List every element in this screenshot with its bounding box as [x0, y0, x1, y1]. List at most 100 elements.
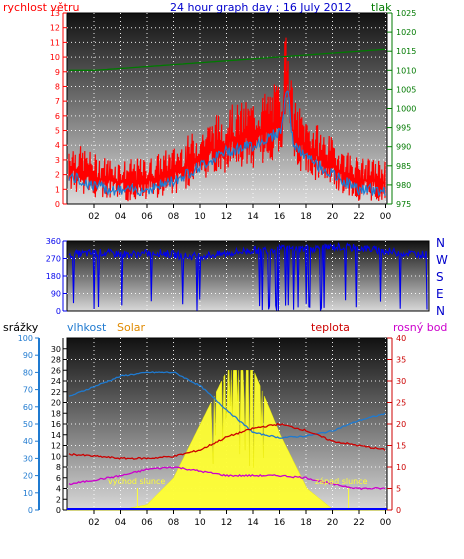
solar-tick-label: 26 [51, 366, 61, 375]
x-tick-label: 10 [194, 518, 206, 528]
compass-label: N [436, 304, 445, 318]
rain-tick-label: 40 [23, 437, 33, 446]
x-tick-label: 04 [115, 212, 127, 222]
y-tick-label: 3 [55, 156, 60, 165]
y-tick-label: 180 [46, 272, 61, 281]
temp-tick-label: 0 [396, 506, 401, 515]
dewpoint-label: rosný bod [393, 321, 447, 334]
y2-tick-label: 1000 [396, 105, 416, 114]
solar-tick-label: 8 [56, 463, 61, 472]
y-tick-label: 360 [46, 237, 61, 246]
x-tick-label: 04 [115, 518, 127, 528]
wind-speed-label: rychlost větru [3, 1, 79, 14]
x-tick-label: 12 [221, 518, 232, 528]
temperature-axis: 0 5 10 15 20 25 30 35 40 [387, 334, 406, 515]
y-tick-label: 9 [55, 68, 60, 77]
wind-average-line [68, 90, 386, 197]
solar-label: Solar [117, 321, 146, 334]
temp-tick-label: 10 [396, 463, 406, 472]
x-tick-label: 22 [353, 518, 364, 528]
x-tick-label: 06 [141, 518, 153, 528]
x-tick-label: 14 [247, 518, 259, 528]
temp-tick-label: 20 [396, 420, 406, 429]
pressure-label: tlak [371, 1, 392, 14]
y2-tick-label: 1010 [396, 66, 416, 75]
compass-label: W [436, 253, 448, 267]
y-tick-label: 6 [55, 112, 60, 121]
solar-tick-label: 2 [56, 495, 61, 504]
humidity-label: vlhkost [67, 321, 107, 334]
solar-tick-label: 22 [51, 388, 61, 397]
rain-tick-label: 10 [23, 489, 33, 498]
solar-tick-label: 6 [56, 474, 61, 483]
direction-series [68, 242, 428, 311]
temp-tick-label: 35 [396, 356, 406, 365]
dewpoint-line [68, 466, 386, 491]
x-tick-label: 20 [327, 212, 339, 222]
pressure-line [69, 48, 386, 71]
sunrise-label: východ slunce [108, 477, 165, 486]
y-tick-label: 7 [55, 97, 60, 106]
temp-tick-label: 5 [396, 485, 401, 494]
y2-tick-label: 1015 [396, 47, 416, 56]
x-tick-label: 00 [380, 518, 392, 528]
x-tick-label: 08 [168, 212, 180, 222]
temp-tick-label: 25 [396, 399, 406, 408]
y2-tick-label: 975 [396, 200, 411, 209]
x-tick-label: 02 [88, 518, 99, 528]
y-tick-label: 4 [55, 141, 60, 150]
y-tick-label: 2 [55, 171, 60, 180]
x-tick-label: 16 [274, 212, 286, 222]
y-tick-label: 5 [55, 127, 60, 136]
x-tick-label: 10 [194, 212, 206, 222]
rain-tick-label: 80 [23, 368, 33, 377]
y2-tick-label: 985 [396, 162, 411, 171]
compass-label: E [436, 287, 444, 301]
y2-tick-label: 990 [396, 143, 411, 152]
direction-axis: 0 90 180 270 360 [46, 237, 67, 316]
y2-tick-label: 980 [396, 181, 411, 190]
x-tick-label: 02 [88, 212, 99, 222]
y-tick-label: 1 [55, 185, 60, 194]
x-tick-label: 18 [300, 518, 312, 528]
y2-tick-label: 995 [396, 124, 411, 133]
x-tick-label: 08 [168, 518, 180, 528]
rain-tick-label: 20 [23, 472, 33, 481]
humidity-line [68, 371, 386, 439]
solar-tick-label: 24 [51, 377, 61, 386]
chart-title: 24 hour graph day : 16 July 2012 [170, 1, 352, 14]
x-tick-label: 20 [327, 518, 339, 528]
y-tick-label: 270 [46, 255, 61, 264]
pressure-axis: 975 980 985 990 995 1000 1005 1010 1015 1020 1025 [387, 9, 416, 209]
solar-tick-label: 12 [51, 442, 61, 451]
y-tick-label: 11 [50, 38, 60, 47]
y2-tick-label: 1005 [396, 85, 416, 94]
wind-plot-area [67, 13, 387, 204]
rain-tick-label: 30 [23, 454, 33, 463]
compass-label: N [436, 236, 445, 250]
solar-tick-label: 18 [51, 409, 61, 418]
y-tick-label: 13 [50, 9, 60, 18]
solar-tick-label: 4 [56, 485, 61, 494]
wind-direction-line [68, 242, 428, 311]
solar-tick-label: 30 [51, 345, 61, 354]
rain-tick-label: 100 [18, 334, 33, 343]
x-tick-label: 00 [380, 212, 392, 222]
weather-series [67, 370, 387, 511]
rain-tick-label: 70 [23, 386, 33, 395]
rain-label: srážky [3, 321, 39, 334]
wind-series [68, 37, 386, 202]
y-tick-label: 0 [55, 200, 60, 209]
y-tick-label: 10 [50, 53, 60, 62]
rain-tick-label: 50 [23, 420, 33, 429]
temp-tick-label: 15 [396, 442, 406, 451]
solar-tick-label: 10 [51, 452, 61, 461]
y-tick-label: 0 [56, 307, 61, 316]
temperature-label: teplota [311, 321, 350, 334]
y2-tick-label: 1020 [396, 28, 416, 37]
temperature-line [68, 422, 386, 460]
